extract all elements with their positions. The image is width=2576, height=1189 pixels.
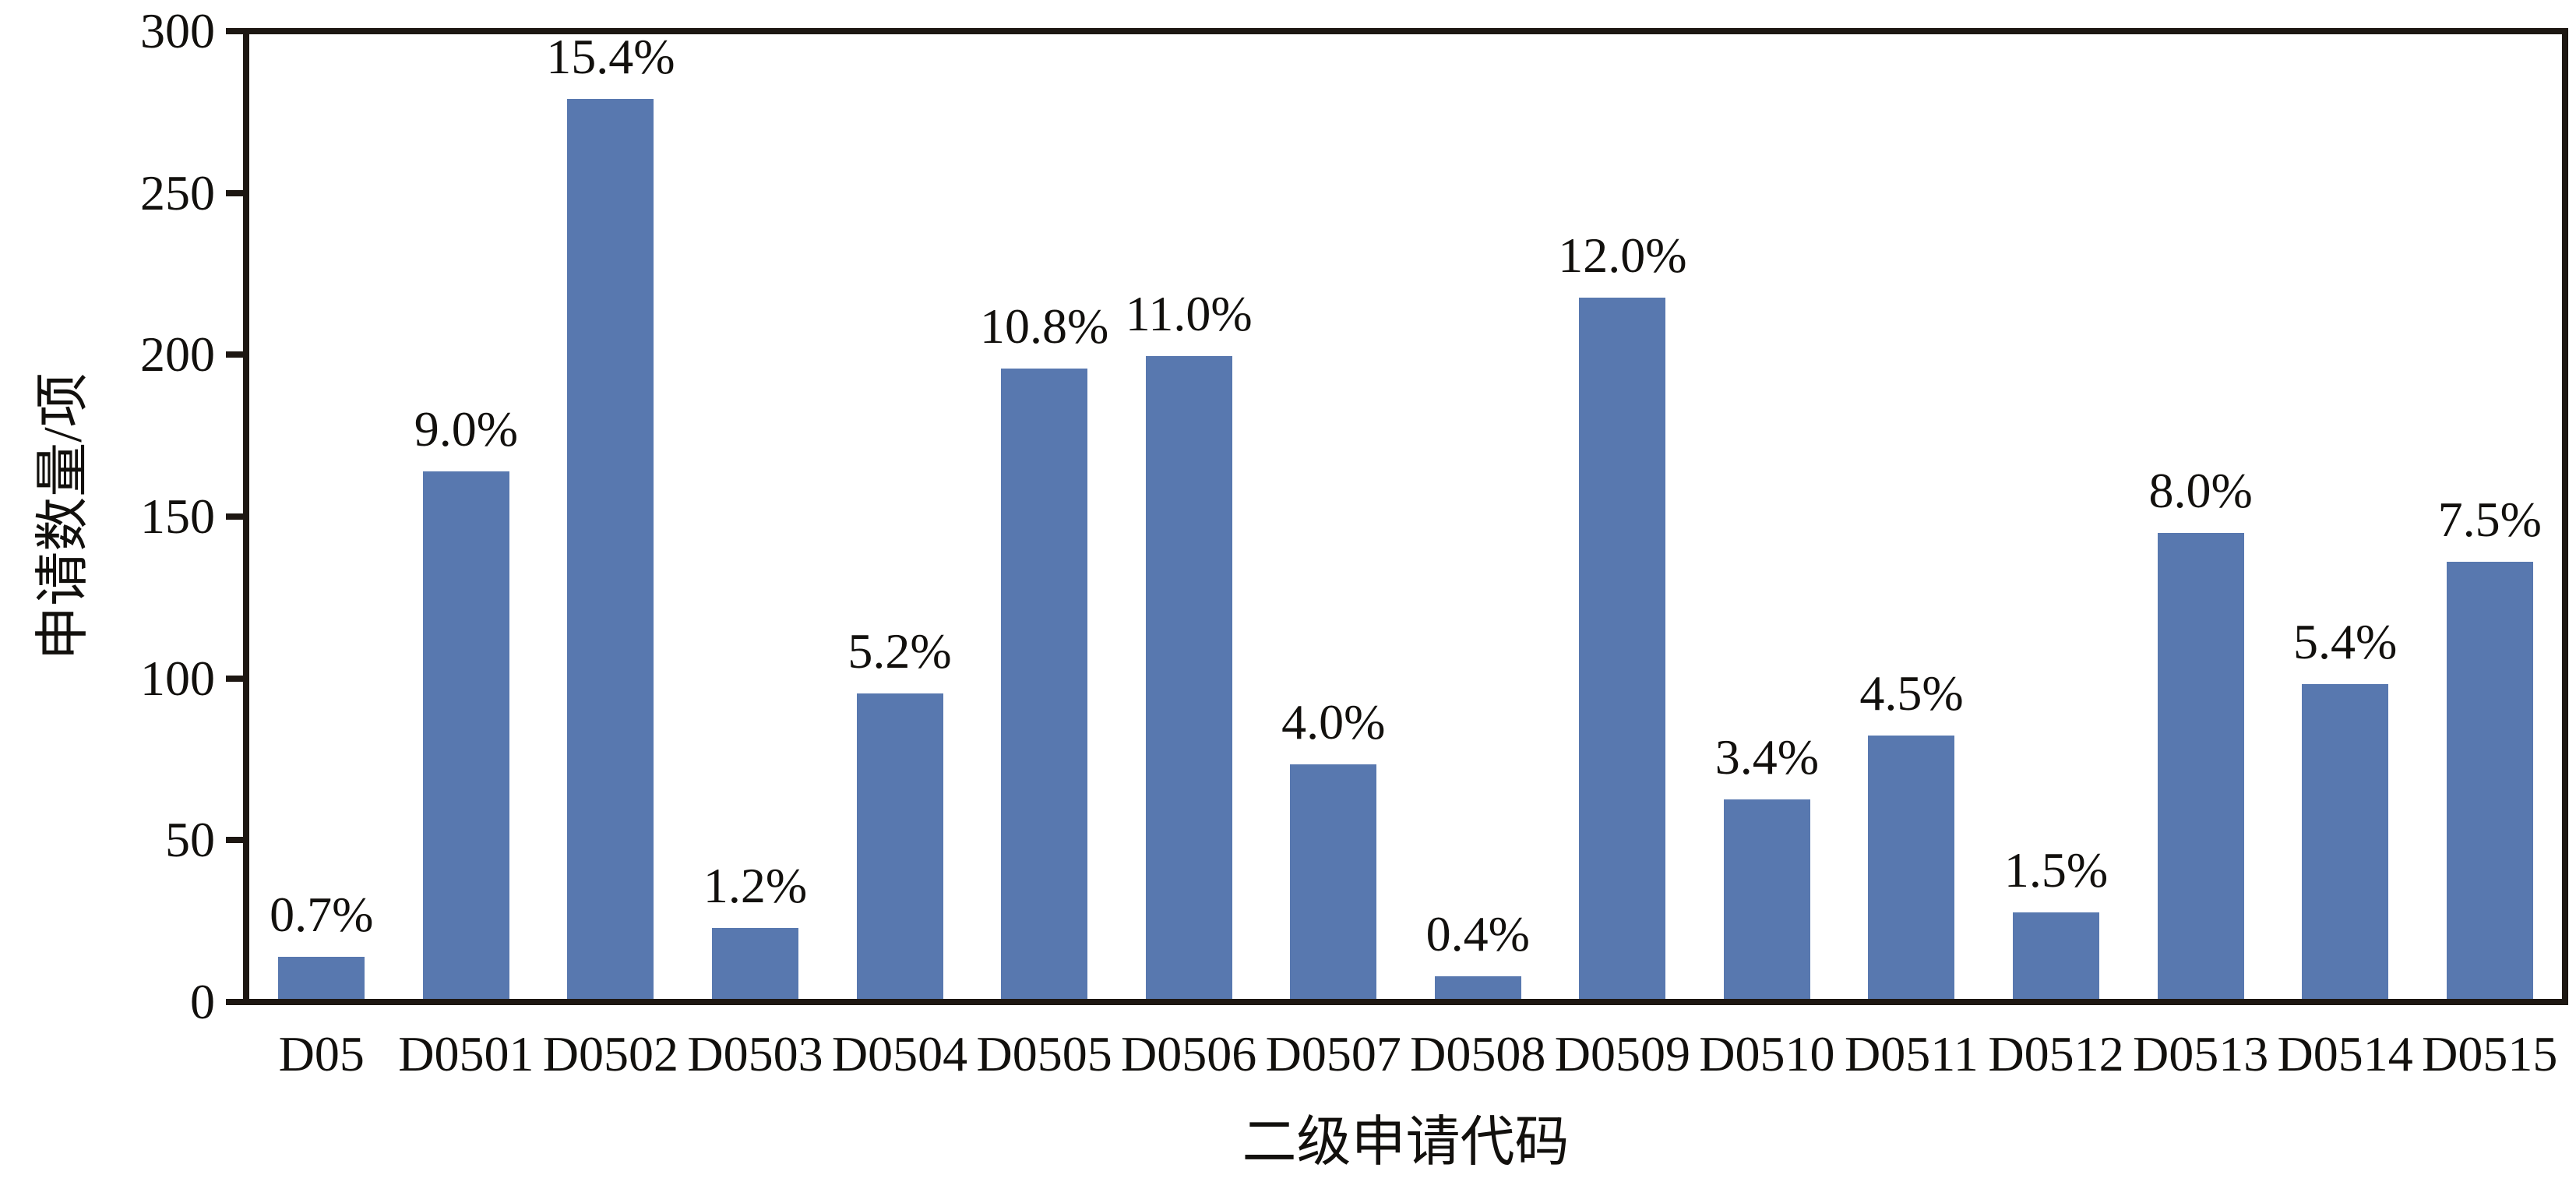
y-tick-mark xyxy=(226,999,245,1005)
bar-D0512 xyxy=(2013,912,2100,999)
bar-D0511 xyxy=(1868,735,1955,999)
bar-D0515 xyxy=(2446,561,2533,999)
x-tick-label: D0510 xyxy=(1699,1026,1835,1081)
bar-value-label: 4.0% xyxy=(1281,693,1386,750)
bar-D05 xyxy=(278,957,365,999)
x-tick-label: D0501 xyxy=(398,1026,534,1081)
x-tick-label: D0508 xyxy=(1410,1026,1546,1081)
bar-D0506 xyxy=(1145,355,1232,999)
y-tick-mark xyxy=(226,189,245,196)
bar-value-label: 7.5% xyxy=(2437,491,2542,547)
bar-value-label: 11.0% xyxy=(1125,285,1253,341)
bar-value-label: 5.2% xyxy=(848,623,952,679)
bar-D0510 xyxy=(1723,799,1810,999)
x-tick-label: D0507 xyxy=(1265,1026,1401,1081)
x-tick-label: D0511 xyxy=(1845,1026,1979,1081)
bar-value-label: 1.5% xyxy=(2003,841,2109,898)
x-tick-label: D0513 xyxy=(2132,1026,2269,1081)
x-tick-label: D0512 xyxy=(1988,1026,2124,1081)
bar-D0513 xyxy=(2157,532,2244,999)
x-tick-label: D0515 xyxy=(2422,1026,2558,1081)
bar-value-label: 10.8% xyxy=(979,298,1109,355)
bar-value-label: 4.5% xyxy=(1859,665,1964,721)
y-tick-label: 150 xyxy=(140,489,215,544)
bar-D0505 xyxy=(1001,369,1088,999)
bar-value-label: 0.7% xyxy=(270,887,374,943)
y-tick-mark xyxy=(226,28,245,34)
y-tick-label: 50 xyxy=(165,812,215,868)
x-tick-label: D05 xyxy=(278,1026,365,1081)
bar-D0501 xyxy=(422,471,509,999)
bar-value-label: 9.0% xyxy=(414,401,518,457)
bar-value-label: 5.4% xyxy=(2293,613,2398,669)
x-axis-title: 二级申请代码 xyxy=(1242,1113,1570,1173)
y-tick-label: 0 xyxy=(190,974,215,1029)
bar-D0503 xyxy=(711,928,798,999)
bar-value-label: 15.4% xyxy=(546,28,675,84)
x-tick-label: D0504 xyxy=(831,1026,968,1081)
y-tick-mark xyxy=(226,513,245,520)
y-tick-label: 100 xyxy=(140,650,215,706)
y-tick-mark xyxy=(226,675,245,682)
bar-D0514 xyxy=(2302,683,2389,999)
y-tick-label: 200 xyxy=(140,326,215,383)
bar-value-label: 3.4% xyxy=(1714,729,1820,785)
x-tick-label: D0502 xyxy=(542,1026,679,1081)
x-tick-label: D0514 xyxy=(2277,1026,2413,1081)
x-tick-label: D0503 xyxy=(687,1026,823,1081)
bar-value-label: 0.4% xyxy=(1425,906,1530,962)
x-tick-label: D0509 xyxy=(1554,1026,1690,1081)
y-tick-mark xyxy=(226,837,245,844)
y-tick-mark xyxy=(226,351,245,358)
bar-D0509 xyxy=(1579,298,1666,999)
y-tick-label: 250 xyxy=(140,164,215,221)
x-tick-label: D0505 xyxy=(976,1026,1112,1081)
bar-D0507 xyxy=(1290,764,1377,999)
bar-D0504 xyxy=(856,693,943,999)
y-tick-label: 300 xyxy=(140,3,215,58)
bar-value-label: 12.0% xyxy=(1558,228,1687,284)
bar-D0502 xyxy=(567,98,654,999)
x-tick-label: D0506 xyxy=(1121,1026,1257,1081)
bar-D0508 xyxy=(1434,976,1521,999)
bar-value-label: 8.0% xyxy=(2148,462,2253,518)
bar-value-label: 1.2% xyxy=(703,858,808,914)
